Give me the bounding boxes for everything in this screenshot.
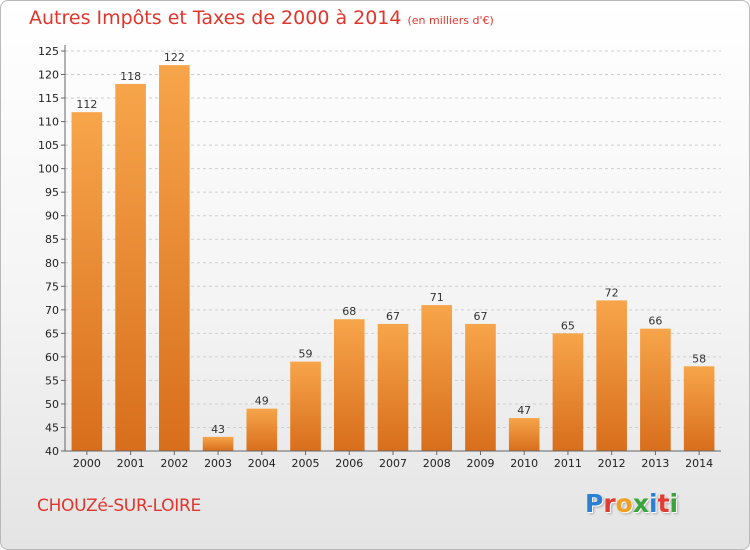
chart-subtitle: (en milliers d'€) — [407, 14, 494, 27]
x-tick-label-2014: 2014 — [685, 457, 713, 470]
x-tick-label-2003: 2003 — [204, 457, 232, 470]
data-label-2013: 66 — [648, 315, 662, 328]
y-tick-label: 40 — [45, 445, 59, 458]
x-axis: 2000 2001 2002 2003 2004 2005 2006 2007 2008 2009… — [65, 450, 721, 470]
data-label-2014: 58 — [692, 352, 706, 365]
y-tick-label: 75 — [45, 280, 59, 293]
data-label-2002: 122 — [164, 51, 185, 64]
bars: 112 118 122 43 49 59 68 67 71 67 47 65 72 66 58 — [71, 51, 715, 452]
y-tick-label: 100 — [38, 163, 59, 176]
bar-2008 — [421, 305, 453, 451]
bar-2010 — [508, 418, 540, 451]
logo-letter: t — [657, 489, 670, 518]
data-label-2007: 67 — [386, 310, 400, 323]
bar-2009 — [465, 323, 496, 451]
title-text: Autres Impôts et Taxes de 2000 à 2014 — [29, 7, 402, 29]
bar-2004 — [246, 408, 278, 451]
x-tick-label-2009: 2009 — [466, 457, 494, 470]
logo-letter: o — [615, 489, 633, 518]
y-tick-label: 45 — [45, 421, 59, 434]
data-label-2003: 43 — [211, 423, 225, 436]
bar-2006 — [333, 319, 365, 451]
logo-letter: r — [603, 489, 616, 518]
data-label-2001: 118 — [120, 70, 141, 83]
y-tick-label: 95 — [45, 186, 59, 199]
data-label-2008: 71 — [430, 291, 444, 304]
data-label-2011: 65 — [561, 319, 575, 332]
logo-letter: i — [649, 489, 658, 518]
y-tick-label: 50 — [45, 398, 59, 411]
y-axis: 40 45 50 55 60 65 70 75 80 85 90 95 100 105 110 115 120 1… — [38, 45, 66, 458]
y-tick-label: 90 — [45, 210, 59, 223]
bar-2000 — [71, 112, 103, 452]
bar-2002 — [159, 65, 190, 451]
x-tick-label-2000: 2000 — [73, 457, 101, 470]
bar-2014 — [683, 366, 715, 451]
y-tick-label: 80 — [45, 257, 59, 270]
bar-2013 — [640, 328, 671, 451]
y-tick-label: 120 — [38, 69, 59, 82]
x-tick-label-2011: 2011 — [554, 457, 582, 470]
x-tick-label-2007: 2007 — [379, 457, 407, 470]
x-tick-label-2002: 2002 — [160, 457, 188, 470]
y-tick-label: 115 — [38, 92, 59, 105]
x-tick-label-2012: 2012 — [598, 457, 626, 470]
x-tick-label-2006: 2006 — [335, 457, 363, 470]
y-tick-label: 105 — [38, 139, 59, 152]
bar-2001 — [115, 83, 146, 452]
bar-2011 — [552, 333, 584, 451]
y-tick-label: 65 — [45, 327, 59, 340]
bar-2005 — [290, 361, 321, 451]
x-tick-label-2013: 2013 — [641, 457, 669, 470]
logo-letter: x — [632, 489, 649, 518]
x-tick-label-2008: 2008 — [423, 457, 451, 470]
y-tick-label: 55 — [45, 374, 59, 387]
logo-letter: P — [585, 489, 604, 518]
chart-title: Autres Impôts et Taxes de 2000 à 2014 (en… — [29, 7, 494, 29]
data-label-2005: 59 — [299, 348, 313, 361]
data-label-2012: 72 — [605, 286, 619, 299]
x-tick-label-2001: 2001 — [117, 457, 145, 470]
y-tick-label: 85 — [45, 233, 59, 246]
data-label-2010: 47 — [517, 404, 531, 417]
data-label-2006: 68 — [342, 305, 356, 318]
x-tick-label-2010: 2010 — [510, 457, 538, 470]
data-label-2004: 49 — [255, 395, 269, 408]
proxiti-logo: Proxiti — [585, 489, 678, 518]
logo-letter: i — [669, 489, 679, 518]
x-tick-label-2004: 2004 — [248, 457, 276, 470]
bar-2012 — [596, 300, 627, 451]
bar-2007 — [377, 323, 409, 451]
bar-2003 — [202, 436, 234, 451]
commune-name: CHOUZé-SUR-LOIRE — [37, 496, 201, 516]
x-tick-label-2005: 2005 — [292, 457, 320, 470]
y-tick-label: 125 — [38, 45, 59, 58]
y-tick-label: 110 — [38, 116, 59, 129]
data-label-2009: 67 — [473, 310, 487, 323]
y-tick-label: 70 — [45, 304, 59, 317]
y-tick-label: 60 — [45, 351, 59, 364]
data-label-2000: 112 — [76, 98, 97, 111]
